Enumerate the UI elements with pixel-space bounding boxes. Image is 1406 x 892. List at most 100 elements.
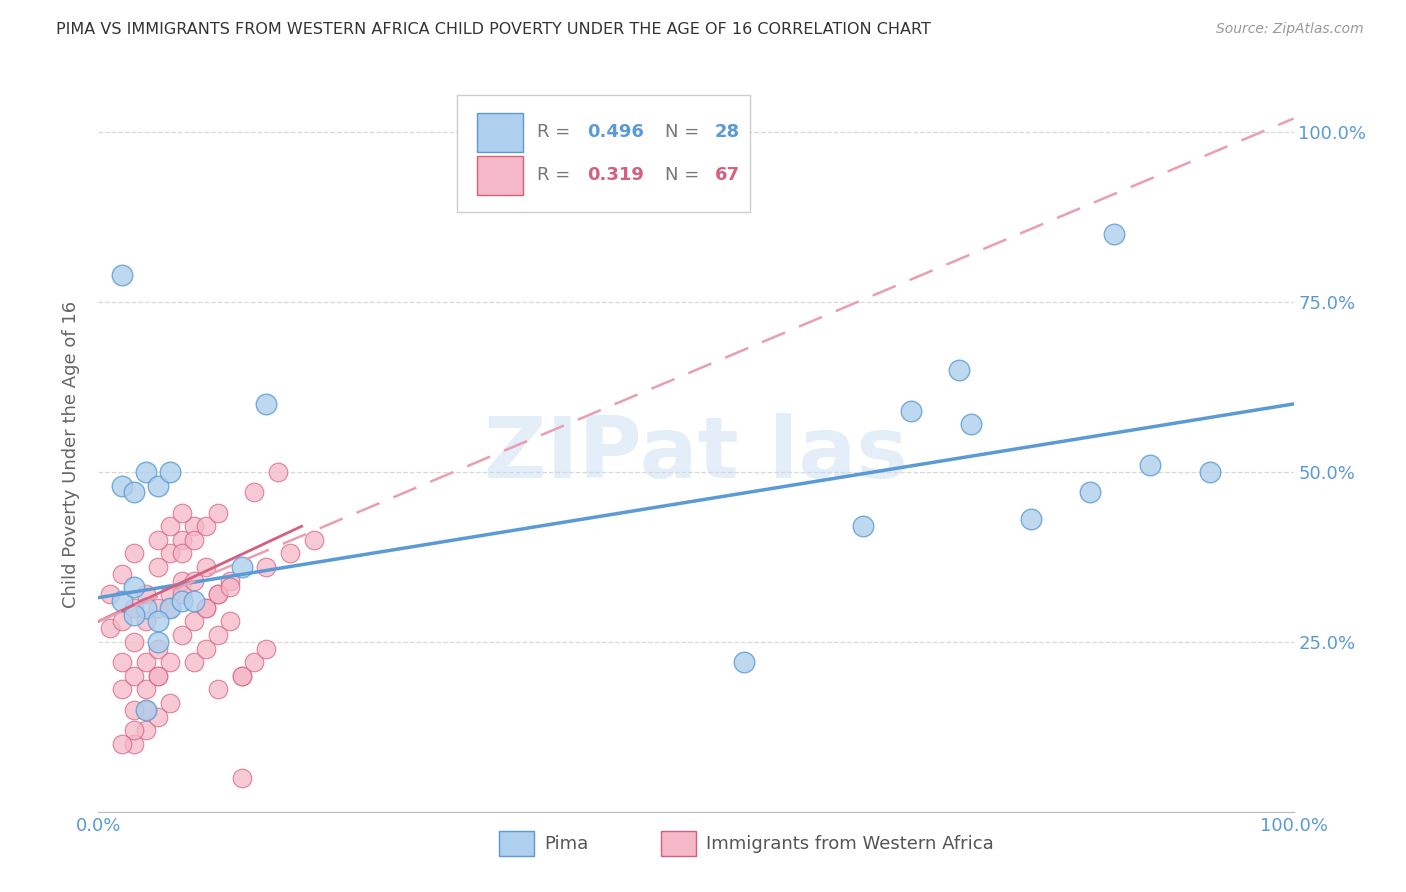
Point (1019, 512, 1042, 526)
Bar (661, 831, 696, 856)
Point (172, 594, 194, 608)
Text: N =: N = (665, 123, 704, 141)
Text: 0.496: 0.496 (588, 123, 644, 141)
Point (172, 574, 194, 588)
Point (135, 703, 157, 717)
Point (733, 655, 755, 669)
Point (183, 574, 205, 588)
Point (278, 546, 301, 560)
Point (111, 566, 134, 581)
Point (194, 600, 218, 615)
Bar (499, 831, 534, 856)
Point (111, 682, 134, 697)
Point (148, 641, 170, 656)
Point (148, 600, 170, 615)
Text: ZIPat las: ZIPat las (484, 413, 908, 497)
Point (219, 581, 242, 595)
Point (135, 723, 157, 738)
Text: R =: R = (537, 123, 576, 141)
Point (148, 669, 170, 683)
Point (124, 737, 146, 751)
Point (148, 533, 170, 547)
Point (219, 615, 242, 629)
Point (135, 655, 157, 669)
Point (172, 546, 194, 560)
Point (254, 397, 277, 411)
Text: N =: N = (665, 166, 704, 184)
Point (183, 533, 205, 547)
Point (159, 546, 181, 560)
Point (124, 581, 146, 595)
Point (135, 600, 157, 615)
Point (852, 519, 875, 533)
Point (231, 669, 253, 683)
Text: 0.319: 0.319 (588, 166, 644, 184)
Point (194, 519, 218, 533)
Point (1198, 465, 1220, 479)
Point (194, 560, 218, 574)
Point (231, 771, 253, 785)
Point (159, 600, 181, 615)
Text: Source: ZipAtlas.com: Source: ZipAtlas.com (1216, 22, 1364, 37)
Point (302, 533, 325, 547)
Point (194, 600, 218, 615)
FancyBboxPatch shape (457, 95, 749, 212)
Point (207, 506, 229, 520)
Point (231, 669, 253, 683)
Point (159, 696, 181, 710)
Point (124, 600, 146, 615)
Point (1080, 485, 1102, 500)
Point (159, 655, 181, 669)
Point (1102, 227, 1125, 241)
Point (1139, 458, 1161, 472)
Text: PIMA VS IMMIGRANTS FROM WESTERN AFRICA CHILD POVERTY UNDER THE AGE OF 16 CORRELA: PIMA VS IMMIGRANTS FROM WESTERN AFRICA C… (56, 22, 931, 37)
Point (219, 574, 242, 588)
Bar (477, 155, 523, 194)
Point (135, 682, 157, 697)
Point (98, 587, 122, 601)
Point (111, 737, 134, 751)
Point (243, 655, 266, 669)
Y-axis label: Child Poverty Under the Age of 16: Child Poverty Under the Age of 16 (62, 301, 80, 608)
Point (148, 635, 170, 649)
Point (172, 506, 194, 520)
Text: R =: R = (537, 166, 576, 184)
Point (135, 465, 157, 479)
Point (207, 682, 229, 697)
Point (172, 587, 194, 601)
Point (159, 600, 181, 615)
Point (194, 641, 218, 656)
Point (172, 628, 194, 642)
Point (159, 587, 181, 601)
Point (124, 635, 146, 649)
Point (183, 615, 205, 629)
Bar (477, 112, 523, 152)
Point (111, 655, 134, 669)
Point (135, 615, 157, 629)
Text: Pima: Pima (544, 835, 588, 853)
Point (948, 363, 970, 377)
Point (124, 546, 146, 560)
Point (148, 669, 170, 683)
Point (111, 478, 134, 492)
Point (111, 615, 134, 629)
Point (183, 519, 205, 533)
Point (207, 587, 229, 601)
Point (159, 519, 181, 533)
Point (172, 533, 194, 547)
Point (207, 628, 229, 642)
Point (124, 607, 146, 622)
Point (148, 560, 170, 574)
Point (183, 655, 205, 669)
Point (959, 417, 981, 432)
Point (231, 560, 253, 574)
Point (148, 709, 170, 723)
Point (124, 723, 146, 738)
Text: 28: 28 (716, 123, 740, 141)
Point (254, 560, 277, 574)
Point (124, 485, 146, 500)
Point (159, 465, 181, 479)
Point (148, 615, 170, 629)
Point (124, 669, 146, 683)
Text: Immigrants from Western Africa: Immigrants from Western Africa (706, 835, 994, 853)
